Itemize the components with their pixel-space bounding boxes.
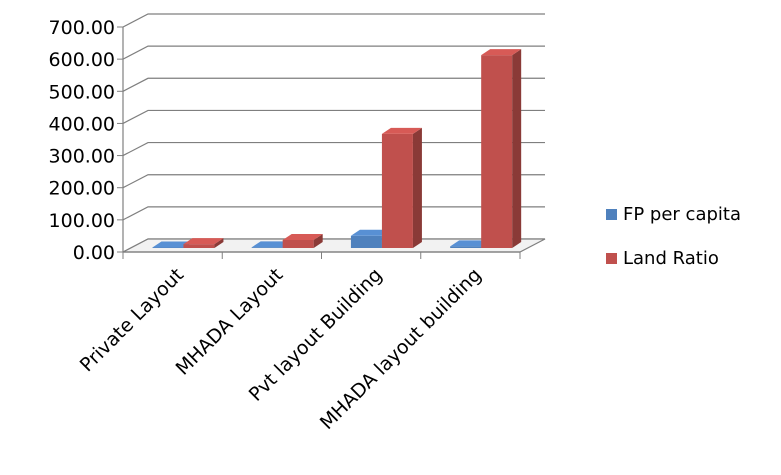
gridline [122, 13, 545, 28]
y-tick-label: 700.00 [49, 17, 115, 39]
y-tick-label: 100.00 [49, 210, 115, 232]
y-tick-label: 600.00 [49, 49, 115, 71]
legend-swatch [606, 209, 617, 220]
x-tick-label: MHADA layout building [316, 264, 486, 434]
y-tick-label: 400.00 [49, 113, 115, 135]
y-tick-label: 0.00 [73, 242, 115, 264]
x-tick-label: Private Layout [76, 264, 188, 376]
chart-walls [122, 14, 545, 252]
x-tick-label: MHADA Layout [172, 264, 288, 380]
y-tick-label: 200.00 [49, 178, 115, 200]
legend-label: Land Ratio [623, 248, 719, 269]
legend-label: FP per capita [623, 204, 741, 225]
chart-floor [122, 238, 546, 259]
legend: FP per capita Land Ratio [606, 204, 741, 269]
bar-land-ratio [183, 238, 224, 248]
y-tick-label: 300.00 [49, 146, 115, 168]
y-axis-ticks: 0.00 100.00 200.00 300.00 400.00 500.00 600.00… [49, 17, 115, 264]
y-tick-label: 500.00 [49, 81, 115, 103]
legend-swatch [606, 253, 617, 264]
bars [152, 49, 522, 249]
bar-land-ratio [381, 127, 422, 248]
back-wall [148, 14, 545, 239]
bar-land-ratio [481, 49, 522, 249]
bar-land-ratio [282, 233, 323, 248]
gridline [122, 109, 545, 124]
gridline [122, 45, 545, 60]
gridline [122, 77, 545, 92]
